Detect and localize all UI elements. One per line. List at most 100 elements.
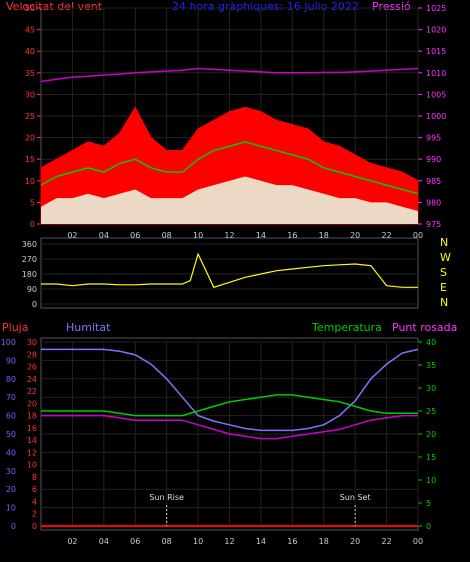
rain-ytick-label: 10 xyxy=(6,504,16,513)
rain-ytick-label: 30 xyxy=(6,467,16,476)
rain-ytick-label: 90 xyxy=(6,356,16,365)
wind-ytick-label: 15 xyxy=(25,155,35,164)
temp-ytick-label: 5 xyxy=(426,499,431,508)
climate-xtick-label: 02 xyxy=(67,537,77,546)
wind-direction-line xyxy=(41,252,418,289)
wind-ytick-label: 35 xyxy=(25,69,35,78)
wind-ytick-label: 0 xyxy=(30,220,35,229)
climate-xtick-label: 06 xyxy=(130,537,140,546)
temp-ytick-label: 40 xyxy=(426,338,436,347)
climate-xtick-label: 22 xyxy=(381,537,391,546)
direction-compass-letter: E xyxy=(440,281,447,294)
climate-xtick-label: 04 xyxy=(99,537,109,546)
wind-xtick-label: 00 xyxy=(413,231,423,240)
climate-xtick-label: 00 xyxy=(413,537,423,546)
pressure-ytick-label: 995 xyxy=(426,134,441,143)
humidity-ytick-label: 22 xyxy=(27,387,37,396)
rain-ytick-label: 60 xyxy=(6,412,16,421)
wind-ytick-label: 50 xyxy=(25,4,35,13)
climate-xtick-label: 16 xyxy=(287,537,297,546)
pressure-axis-title: Pressió xyxy=(372,0,411,13)
dewpoint-line xyxy=(41,414,418,440)
pressure-ytick-label: 1020 xyxy=(426,26,446,35)
wind-xtick-label: 12 xyxy=(224,231,234,240)
temp-ytick-label: 20 xyxy=(426,430,436,439)
rain-axis-title: Pluja xyxy=(2,321,28,334)
climate-xtick-label: 18 xyxy=(319,537,329,546)
humidity-ytick-label: 18 xyxy=(27,412,37,421)
humidity-ytick-label: 20 xyxy=(27,399,37,408)
wind-xtick-label: 02 xyxy=(67,231,77,240)
temperature-axis-title: Temperatura xyxy=(311,321,382,334)
humidity-ytick-label: 28 xyxy=(27,350,37,359)
dewpoint-axis-title: Punt rosada xyxy=(392,321,457,334)
climate-xtick-label: 10 xyxy=(193,537,203,546)
temperature-line xyxy=(41,394,418,417)
sun-event-label: Sun Rise xyxy=(149,493,184,502)
humidity-line xyxy=(41,348,419,432)
pressure-ytick-label: 1015 xyxy=(426,47,446,56)
direction-ytick-label: 180 xyxy=(22,270,37,279)
direction-ytick-label: 0 xyxy=(32,300,37,309)
rain-ytick-label: 70 xyxy=(6,393,16,402)
wind-xtick-label: 14 xyxy=(256,231,266,240)
pressure-ytick-label: 990 xyxy=(426,155,441,164)
humidity-ytick-label: 0 xyxy=(32,522,37,531)
wind-xtick-label: 10 xyxy=(193,231,203,240)
wind-xtick-label: 16 xyxy=(287,231,297,240)
wind-xtick-label: 18 xyxy=(319,231,329,240)
humidity-ytick-label: 8 xyxy=(32,473,37,482)
wind-ytick-label: 10 xyxy=(25,177,35,186)
wind-xtick-label: 20 xyxy=(350,231,360,240)
temp-ytick-label: 10 xyxy=(426,476,436,485)
wind-xtick-label: 22 xyxy=(381,231,391,240)
direction-ytick-label: 360 xyxy=(22,240,37,249)
wind-ytick-label: 25 xyxy=(25,112,35,121)
direction-compass-letter: S xyxy=(440,266,447,279)
humidity-ytick-label: 2 xyxy=(32,510,37,519)
wind-xtick-label: 08 xyxy=(162,231,172,240)
wind-ytick-label: 45 xyxy=(25,26,35,35)
climate-xtick-label: 14 xyxy=(256,537,266,546)
rain-ytick-label: 40 xyxy=(6,448,16,457)
temp-ytick-label: 25 xyxy=(426,407,436,416)
wind-axis-title: Velocitat del vent xyxy=(6,0,103,13)
wind-ytick-label: 20 xyxy=(25,134,35,143)
direction-ytick-label: 90 xyxy=(27,285,37,294)
direction-compass-letter: W xyxy=(440,251,451,264)
humidity-ytick-label: 6 xyxy=(32,485,37,494)
climate-xtick-label: 08 xyxy=(162,537,172,546)
humidity-ytick-label: 24 xyxy=(27,375,37,384)
climate-xtick-label: 12 xyxy=(224,537,234,546)
humidity-axis-title: Humitat xyxy=(66,321,111,334)
chart-title: 24 hora gràphiques: 16 Julio 2022 xyxy=(172,0,359,13)
humidity-ytick-label: 26 xyxy=(27,363,37,372)
temp-ytick-label: 35 xyxy=(426,361,436,370)
wind-low-area xyxy=(41,176,418,224)
direction-compass-letter: N xyxy=(440,236,448,249)
humidity-ytick-label: 10 xyxy=(27,461,37,470)
rain-ytick-label: 0 xyxy=(11,522,16,531)
pressure-ytick-label: 1025 xyxy=(426,4,446,13)
rain-ytick-label: 20 xyxy=(6,485,16,494)
pressure-ytick-label: 1000 xyxy=(426,112,446,121)
climate-xtick-label: 20 xyxy=(350,537,360,546)
rain-ytick-label: 50 xyxy=(6,430,16,439)
humidity-ytick-label: 30 xyxy=(27,338,37,347)
wind-ytick-label: 40 xyxy=(25,47,35,56)
pressure-ytick-label: 975 xyxy=(426,220,441,229)
temp-ytick-label: 15 xyxy=(426,453,436,462)
pressure-ytick-label: 1005 xyxy=(426,90,446,99)
wind-ytick-label: 5 xyxy=(30,198,35,207)
rain-ytick-label: 100 xyxy=(1,338,16,347)
sun-event-label: Sun Set xyxy=(340,493,371,502)
wind-xtick-label: 06 xyxy=(130,231,140,240)
pressure-line xyxy=(40,67,419,83)
wind-xtick-label: 04 xyxy=(99,231,109,240)
rain-ytick-label: 80 xyxy=(6,375,16,384)
wind-ytick-label: 30 xyxy=(25,90,35,99)
humidity-ytick-label: 12 xyxy=(27,448,37,457)
direction-compass-letter: N xyxy=(440,296,448,309)
temp-ytick-label: 30 xyxy=(426,384,436,393)
